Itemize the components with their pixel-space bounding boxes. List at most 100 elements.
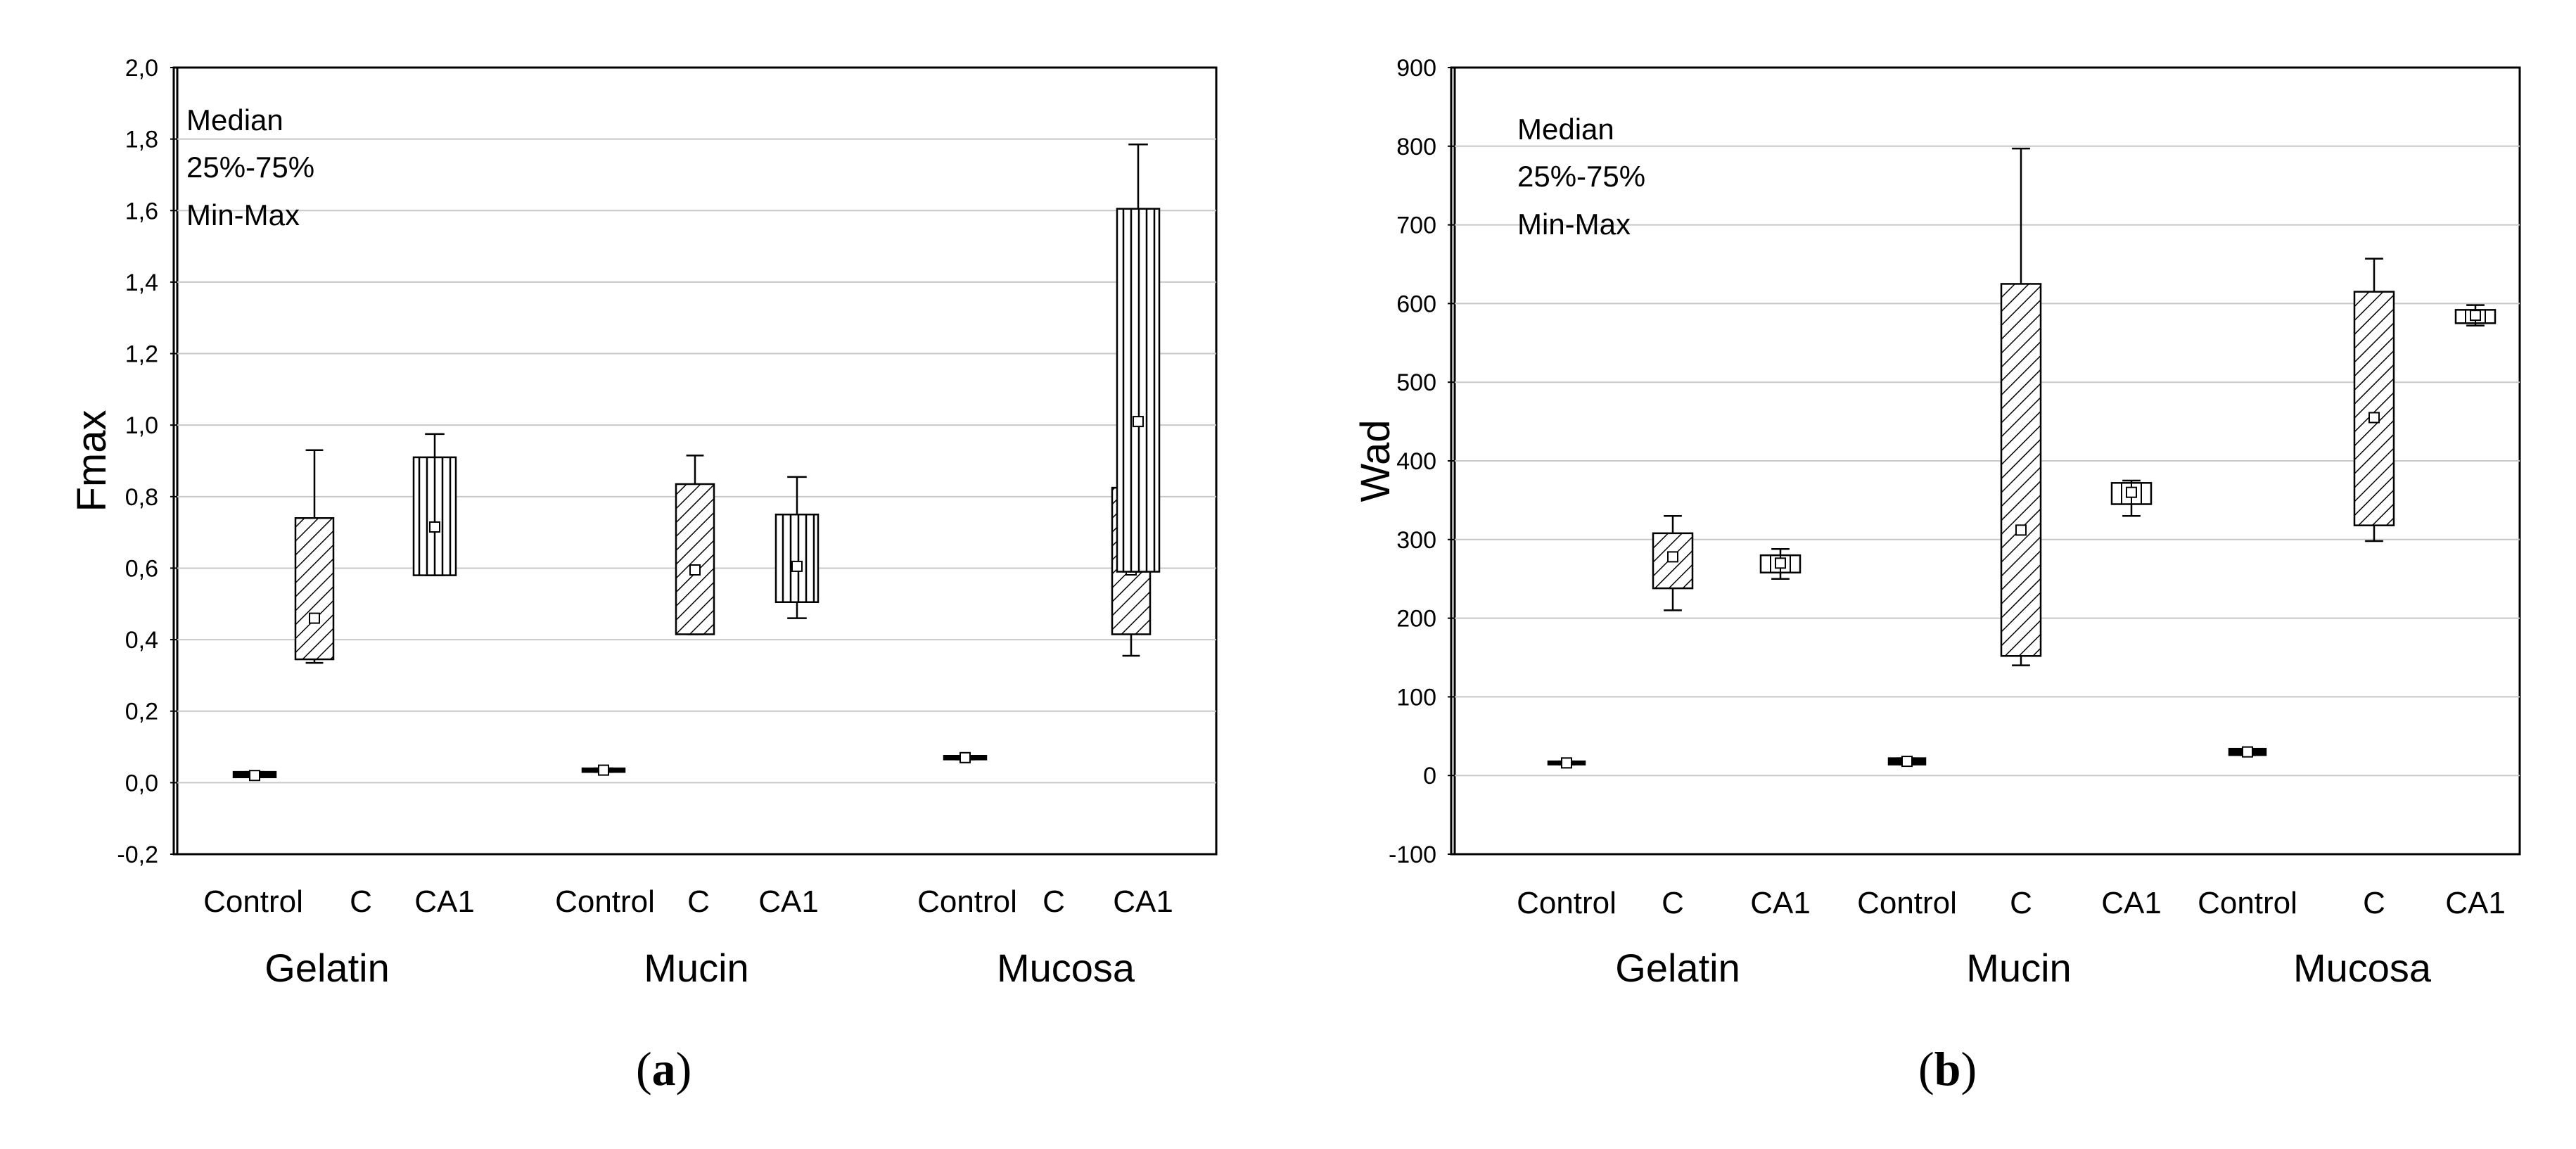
- legend-entry-iqr: 25%-75%: [186, 151, 314, 184]
- y-tick-label: 700: [1396, 212, 1436, 239]
- median-marker: [1901, 756, 1913, 768]
- x-group-label: Gelatin: [264, 946, 389, 990]
- x-category-label: C: [350, 884, 372, 919]
- iqr-box: [412, 456, 457, 576]
- median-marker: [249, 770, 260, 782]
- median-marker: [2126, 486, 2137, 498]
- median-marker: [791, 560, 803, 572]
- grid: [177, 138, 1216, 784]
- x-category-label: C: [687, 884, 710, 919]
- y-tick-label: -100: [1389, 842, 1436, 868]
- legend-entry-median: Median: [1517, 113, 1614, 146]
- iqr-box: [2353, 291, 2395, 526]
- median-marker: [959, 751, 971, 763]
- y-tick-label: 0,8: [125, 484, 158, 511]
- x-category-label: CA1: [2101, 886, 2162, 920]
- panel-label-b: (b): [1918, 1042, 1977, 1096]
- y-tick-label: 0,2: [125, 699, 158, 725]
- y-tick-label: 1,8: [125, 127, 158, 153]
- median-marker: [2470, 310, 2481, 322]
- grid: [1455, 145, 2520, 777]
- y-tick-label: 300: [1396, 527, 1436, 554]
- median-marker: [2368, 412, 2380, 424]
- chart-panel-a: -0,2 0,0 0,2 0,4 0,6 0,8 1,0 1,2 1,4 1,6 1,8 2,0 Fm…: [69, 55, 1218, 990]
- x-group-label: Mucosa: [997, 946, 1135, 990]
- box-mucin-ca1: [2110, 479, 2153, 517]
- x-category-label: CA1: [1750, 886, 1811, 920]
- median-marker: [1667, 551, 1678, 563]
- x-group-label: Mucosa: [2293, 946, 2432, 990]
- panel-label-a: (a): [636, 1042, 692, 1096]
- box-mucosa-control: [2228, 746, 2267, 758]
- x-category-labels: Control C CA1 Control C CA1 Control C CA1: [203, 884, 1173, 919]
- x-category-label: Control: [2198, 886, 2297, 920]
- panel-label-b-letter: b: [1934, 1042, 1961, 1096]
- x-group-labels: Gelatin Mucin Mucosa: [1615, 946, 2432, 990]
- y-tick-label: 500: [1396, 369, 1436, 396]
- y-tick-label: 200: [1396, 606, 1436, 633]
- chart-panel-b: -100 0 100 200 300 400 500 600 700 800 900 Wad Med…: [1353, 55, 2521, 990]
- box-gelatin-ca1: [412, 433, 457, 576]
- box-mucosa-control: [943, 751, 988, 763]
- x-group-label: Gelatin: [1615, 946, 1740, 990]
- iqr-box: [1652, 532, 1694, 590]
- x-category-label: Control: [203, 884, 303, 919]
- y-tick-label: 2,0: [125, 55, 158, 82]
- panel-label-a-letter: a: [651, 1042, 676, 1096]
- median-marker: [429, 521, 440, 533]
- y-tick-label: 900: [1396, 55, 1436, 82]
- legend-entry-range: Min-Max: [186, 198, 300, 231]
- y-axis: -0,2 0,0 0,2 0,4 0,6 0,8 1,0 1,2 1,4 1,6 1,8 2,0: [117, 55, 177, 868]
- y-tick-label: 400: [1396, 448, 1436, 475]
- legend-entry-range: Min-Max: [1517, 208, 1631, 241]
- iqr-box: [1116, 208, 1161, 573]
- y-tick-label: 1,4: [125, 269, 158, 296]
- x-category-label: Control: [1857, 886, 1957, 920]
- y-tick-label: 600: [1396, 291, 1436, 317]
- box-mucin-ca1: [774, 476, 820, 619]
- x-category-label: CA1: [2445, 886, 2506, 920]
- box-gelatin-ca1: [1759, 547, 1802, 580]
- y-tick-label: -0,2: [117, 842, 158, 868]
- box-mucin-control: [1887, 756, 1927, 768]
- legend: Median 25%-75% Min-Max: [186, 103, 314, 231]
- y-tick-label: 0,4: [125, 627, 158, 654]
- x-category-label: Control: [917, 884, 1017, 919]
- x-category-label: C: [1662, 886, 1684, 920]
- iqr-box: [774, 513, 820, 603]
- box-mucin-control: [581, 764, 626, 776]
- median-marker: [2015, 524, 2027, 536]
- legend-entry-iqr: 25%-75%: [1517, 160, 1645, 193]
- y-tick-label: 0,0: [125, 770, 158, 796]
- median-marker: [309, 612, 320, 624]
- median-marker: [598, 764, 609, 776]
- x-category-label: Control: [555, 884, 655, 919]
- x-category-label: CA1: [758, 884, 819, 919]
- box-gelatin-control: [232, 770, 277, 782]
- median-marker: [1561, 757, 1572, 769]
- box-mucin-c: [675, 455, 715, 635]
- y-tick-label: 1,0: [125, 412, 158, 439]
- x-category-label: CA1: [414, 884, 475, 919]
- y-tick-label: 1,2: [125, 341, 158, 368]
- box-mucin-c: [2000, 147, 2042, 666]
- x-category-label: C: [2010, 886, 2032, 920]
- x-category-label: CA1: [1113, 884, 1173, 919]
- y-axis: -100 0 100 200 300 400 500 600 700 800 900: [1389, 55, 1455, 868]
- median-marker: [2242, 746, 2253, 758]
- median-marker: [1133, 416, 1144, 428]
- box-mucosa-c: [2353, 258, 2395, 542]
- y-axis-label: Fmax: [69, 410, 115, 512]
- y-tick-label: 0,6: [125, 555, 158, 582]
- y-tick-label: 800: [1396, 134, 1436, 160]
- y-tick-label: 0: [1423, 763, 1436, 789]
- median-marker: [689, 564, 701, 576]
- x-category-label: C: [2363, 886, 2385, 920]
- boxes: [232, 144, 1161, 782]
- box-gelatin-control: [1547, 757, 1586, 769]
- x-category-labels: Control C CA1 Control C CA1 Control C CA1: [1517, 886, 2506, 920]
- boxes: [1547, 147, 2497, 769]
- y-tick-label: 100: [1396, 684, 1436, 711]
- x-category-label: Control: [1517, 886, 1617, 920]
